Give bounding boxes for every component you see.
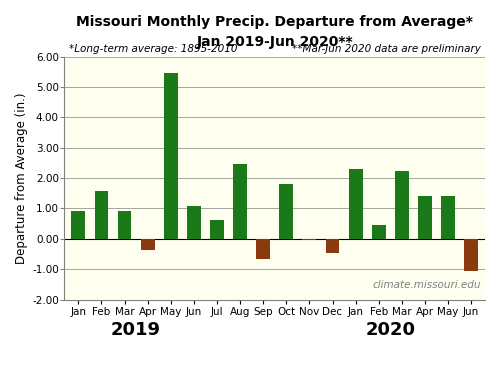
Bar bbox=[118, 211, 132, 239]
Bar bbox=[348, 169, 362, 239]
Bar bbox=[464, 239, 478, 271]
Text: climate.missouri.edu: climate.missouri.edu bbox=[372, 280, 481, 290]
Bar bbox=[187, 206, 201, 239]
Bar bbox=[302, 239, 316, 240]
Bar bbox=[418, 196, 432, 239]
Bar bbox=[256, 239, 270, 258]
Bar bbox=[280, 184, 293, 239]
Title: Missouri Monthly Precip. Departure from Average*
Jan 2019-Jun 2020**: Missouri Monthly Precip. Departure from … bbox=[76, 15, 473, 48]
Bar bbox=[210, 220, 224, 239]
Bar bbox=[140, 239, 154, 250]
Bar bbox=[72, 211, 86, 239]
Bar bbox=[372, 224, 386, 239]
Bar bbox=[326, 239, 340, 253]
Bar bbox=[233, 165, 247, 239]
Text: 2019: 2019 bbox=[111, 321, 161, 339]
Y-axis label: Departure from Average (in.): Departure from Average (in.) bbox=[15, 92, 28, 264]
Text: 2020: 2020 bbox=[366, 321, 416, 339]
Bar bbox=[395, 171, 409, 239]
Bar bbox=[441, 196, 455, 239]
Text: *Long-term average: 1895-2010: *Long-term average: 1895-2010 bbox=[68, 44, 237, 54]
Text: **Mar-Jun 2020 data are preliminary: **Mar-Jun 2020 data are preliminary bbox=[292, 44, 481, 54]
Bar bbox=[94, 191, 108, 239]
Bar bbox=[164, 73, 177, 239]
